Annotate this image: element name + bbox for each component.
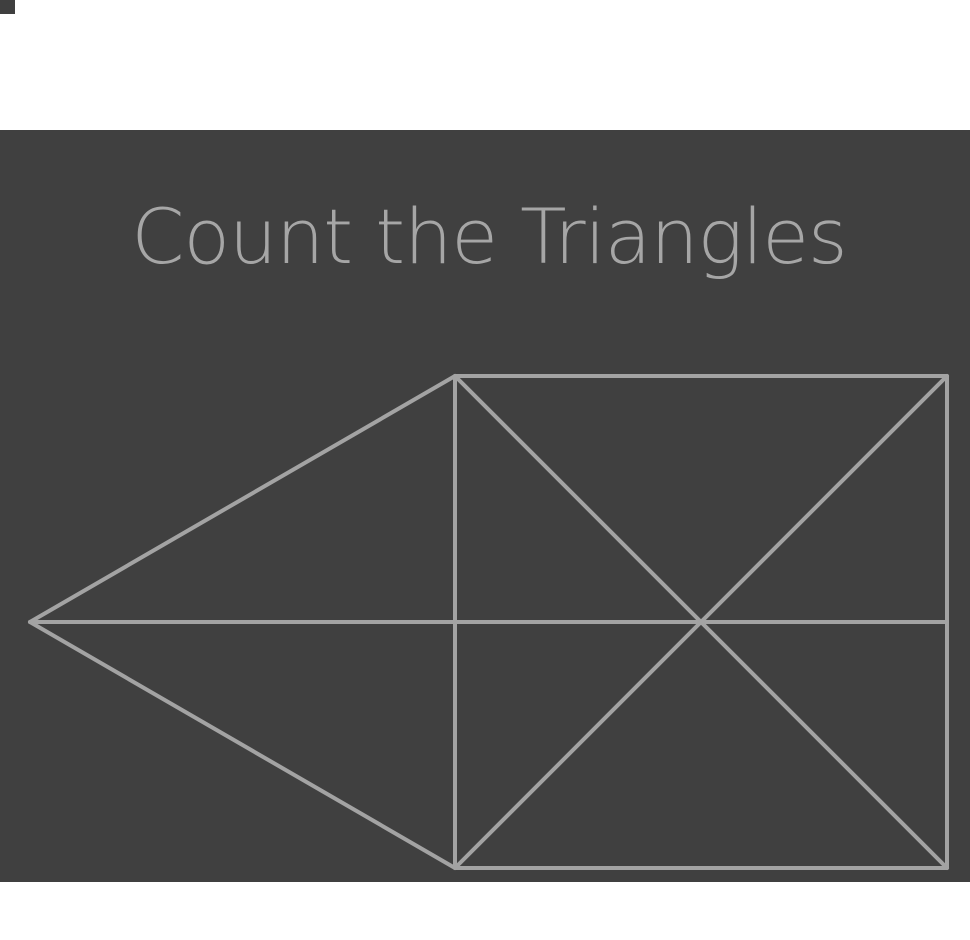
triangle-figure: [28, 374, 949, 870]
kite-lower-edge: [28, 620, 457, 870]
puzzle-title: Count the Triangles: [131, 192, 847, 281]
corner-mark: [0, 0, 15, 14]
kite-upper-edge: [28, 374, 457, 624]
puzzle-panel: Count the Triangles: [0, 130, 970, 882]
diagonal-bottom-left-to-top-right: [453, 374, 949, 870]
